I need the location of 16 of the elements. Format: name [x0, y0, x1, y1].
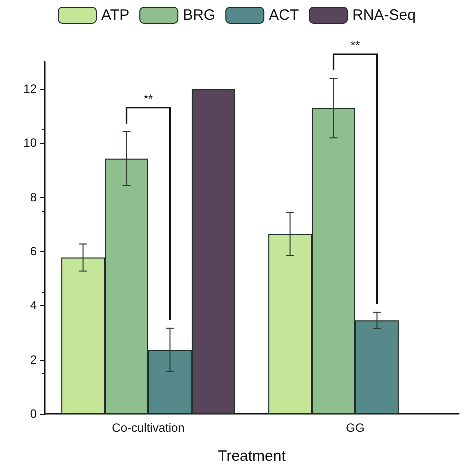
x-tick-label: GG [346, 421, 365, 435]
y-tick-label: 2 [30, 352, 38, 367]
legend-label: ACT [269, 7, 300, 24]
y-tick-label: 8 [30, 190, 38, 204]
x-axis-title: Treatment [218, 448, 287, 465]
y-tick-label: 12 [24, 82, 38, 96]
text: ** [350, 38, 360, 53]
y-tick-label: 6 [30, 244, 38, 259]
x-tick-label: Co-cultivation [112, 421, 185, 435]
legend-label: RNA-Seq [352, 7, 416, 24]
legend-label: ATP [102, 7, 130, 24]
y-tick-label: 4 [30, 298, 38, 313]
y-tick-label: 10 [24, 136, 38, 150]
legend-label: BRG [183, 7, 216, 24]
y-tick-label: 0 [30, 407, 38, 421]
annotation: ** [144, 92, 154, 106]
